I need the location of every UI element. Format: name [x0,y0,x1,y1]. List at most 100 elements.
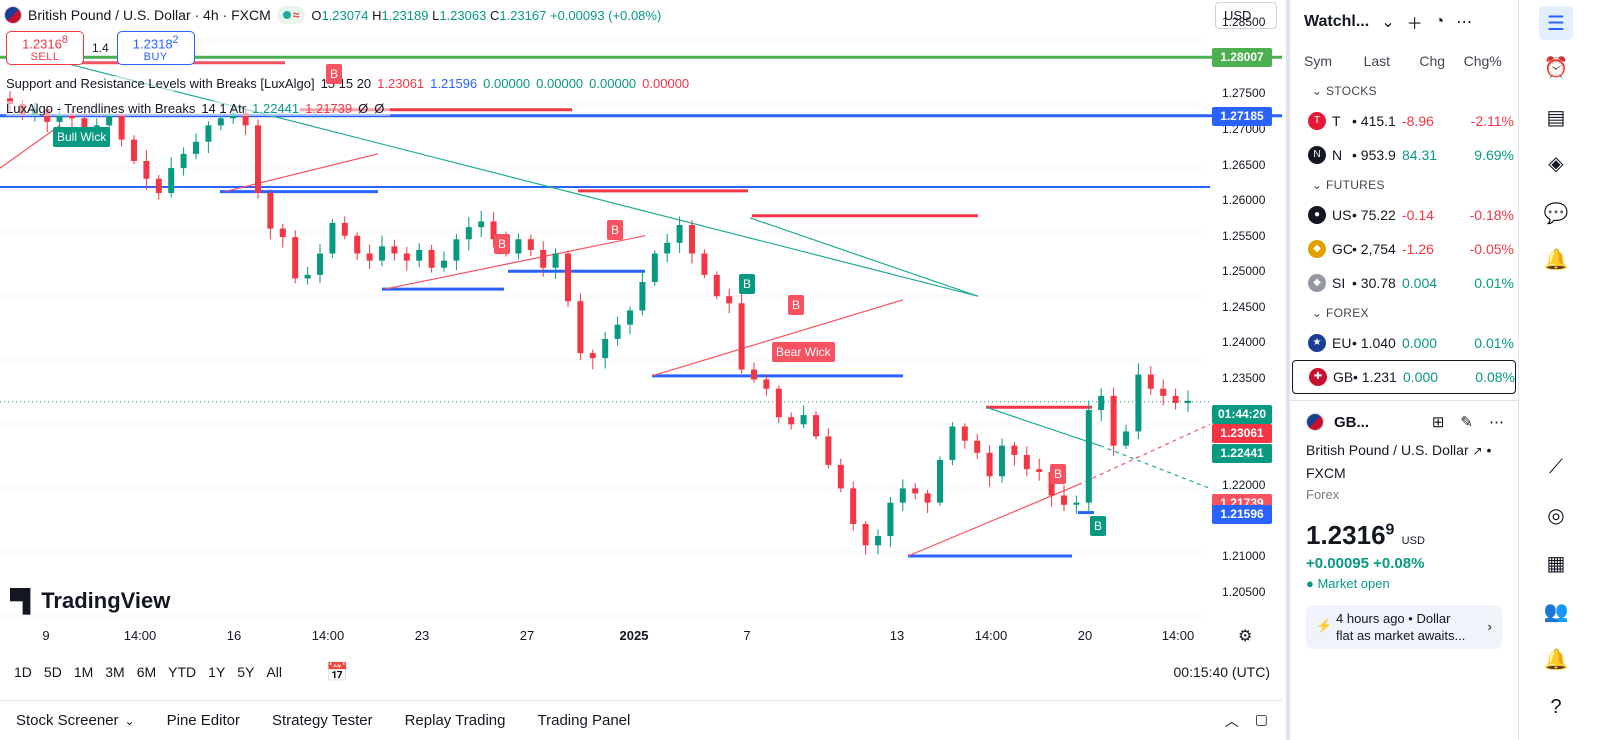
price-axis-label: 1.28500 [1222,15,1266,30]
calendar-icon[interactable]: ▦ [1546,552,1566,575]
community-icon[interactable]: 👥 [1543,600,1569,623]
indicator-legend-trendlines[interactable]: LuxAlgo - Trendlines with Breaks 14 1 Atr… [6,101,391,116]
strategy-tester-tab[interactable]: Strategy Tester [271,712,373,729]
candle-body [565,253,571,302]
data-window-icon[interactable]: ▤ [1546,106,1566,129]
range-button[interactable]: All [266,664,282,680]
candle-body [949,426,956,460]
trendline [985,406,1101,447]
bottom-panel-bar: Stock Screener ⌄ Pine Editor Strategy Tes… [0,700,1282,740]
candle-body [664,242,671,254]
chart-area[interactable]: British Pound / U.S. Dollar · 4h · FXCM … [0,0,1282,650]
sell-button[interactable]: 1.23168 SELL [6,31,84,65]
change-value: +0.00093 (+0.08%) [549,7,662,23]
watchlist-icon[interactable]: ☰ [1539,6,1573,40]
candle-body [602,338,609,359]
news-card[interactable]: ⚡ 4 hours ago • Dollar flat as market aw… [1306,605,1502,649]
settings-gear-icon[interactable]: ⚙ [1238,628,1253,645]
gb-flag-icon: ✚ [1309,368,1327,386]
trend-line-tool-icon[interactable]: ⟋ [1549,455,1563,478]
notifications-icon[interactable]: 🔔 [1543,248,1569,271]
symbol-title[interactable]: British Pound / U.S. Dollar · 4h · FXCM [28,7,271,23]
price-axis-label: 1.26500 [1222,157,1266,172]
time-axis-label: 2025 [619,628,649,643]
range-button[interactable]: 6M [136,664,157,680]
high-value: 1.23189 [381,7,429,23]
edit-icon[interactable]: ✎ [1460,414,1473,431]
change-percent: 0.08% [1475,369,1515,385]
watchlist-row[interactable]: ★ EU • 1.040 0.000 0.01% [1290,326,1518,360]
indicator-legend-sr[interactable]: Support and Resistance Levels with Break… [6,76,696,91]
column-sym[interactable]: Sym [1304,53,1332,69]
stock-screener-tab[interactable]: Stock Screener ⌄ [16,712,135,729]
range-button[interactable]: 3M [105,664,125,680]
column-chg[interactable]: Chg [1419,53,1446,69]
range-button[interactable]: YTD [168,664,197,680]
column-chg-pct[interactable]: Chg% [1463,53,1502,69]
watchlist-section[interactable]: ⌄ STOCKS [1312,84,1377,98]
help-icon[interactable]: ? [1550,695,1562,718]
alarm-clock-icon[interactable]: ⏰ [1543,56,1569,79]
more-icon[interactable]: ⋯ [1456,14,1473,31]
range-button[interactable]: 1Y [208,664,226,680]
currency-button[interactable]: USD [1215,2,1277,29]
watchlist-row[interactable]: T T • 415.1 -8.96 -2.11% [1290,104,1518,138]
trendline [749,217,979,297]
wave-icon: ≈ [292,8,300,22]
collapse-panel-icon[interactable]: ︿ [1224,712,1239,729]
watchlist-row[interactable]: ● US • 75.22 -0.14 -0.18% [1290,198,1518,232]
candlestick-chart[interactable] [0,0,1282,650]
indicator-value: Ø [358,101,369,116]
change-percent: -0.05% [1469,241,1514,257]
calendar-range-icon[interactable]: 📅 [325,661,349,682]
watchlist-row[interactable]: N N • 953.9 84.31 9.69% [1290,138,1518,172]
column-last[interactable]: Last [1363,53,1391,69]
indicator-value: 0.00000 [536,76,584,91]
watchlist-title[interactable]: Watchl... [1304,13,1370,30]
replay-trading-tab[interactable]: Replay Trading [404,712,506,729]
grid-icon[interactable]: ⊞ [1431,414,1445,431]
candle-body [379,246,385,261]
details-type: Forex [1306,487,1340,502]
pine-editor-tab[interactable]: Pine Editor [166,712,240,729]
details-ticker[interactable]: GB... [1334,413,1370,431]
time-axis-label: 23 [414,628,430,643]
details-full-name[interactable]: British Pound / U.S. Dollar ↗ • [1306,442,1492,458]
chat-icon[interactable]: 💬 [1543,202,1569,225]
candle-body [416,249,423,261]
market-status-pill[interactable]: ≈ [276,6,306,24]
add-symbol-icon[interactable]: ＋ [1406,16,1423,33]
pie-chart-icon[interactable]: ◔ [1434,13,1445,30]
candle-body [267,193,274,229]
target-icon[interactable]: ◎ [1547,504,1565,527]
utc-clock[interactable]: 00:15:40 (UTC) [1173,664,1270,680]
bell-icon[interactable]: 🔔 [1543,648,1569,671]
gb-flag-icon [1306,413,1324,431]
range-button[interactable]: 5D [43,664,62,680]
candle-body [69,114,75,119]
maximize-panel-icon[interactable]: ▢ [1254,710,1268,727]
buy-button[interactable]: 1.23182 BUY [116,31,195,65]
last-price: • 1.231 [1353,369,1397,385]
watchlist-section[interactable]: ⌄ FOREX [1312,306,1369,320]
candle-body [639,281,646,311]
watchlist-row[interactable]: ✚ GB • 1.231 0.000 0.08% [1292,360,1516,394]
range-button[interactable]: 1D [14,664,32,680]
symbol: SI [1332,275,1346,291]
more-icon[interactable]: ⋯ [1489,414,1504,431]
watchlist-row[interactable]: ◆ SI • 30.78 0.004 0.01% [1290,266,1518,300]
layers-icon[interactable]: ◈ [1548,152,1564,175]
trading-panel-tab[interactable]: Trading Panel [537,712,631,729]
range-button[interactable]: 1M [73,664,94,680]
watchlist-row[interactable]: ◆ GC • 2,754 -1.26 -0.05% [1290,232,1518,266]
candle-body [1036,469,1043,473]
change-percent: 0.01% [1474,275,1514,291]
watchlist-section[interactable]: ⌄ FUTURES [1312,178,1385,192]
external-link-icon: ↗ [1472,444,1483,458]
candle-body [465,227,472,240]
range-button[interactable]: 5Y [237,664,255,680]
chevron-down-icon[interactable]: ⌄ [1381,14,1395,31]
symbol: T [1332,113,1341,129]
candle-body [217,118,224,126]
